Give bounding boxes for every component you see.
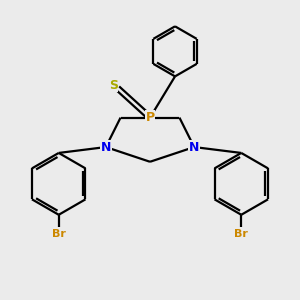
Text: P: P — [146, 111, 154, 124]
Text: N: N — [100, 141, 111, 154]
Text: Br: Br — [234, 229, 248, 239]
Text: Br: Br — [52, 229, 66, 239]
Text: N: N — [189, 141, 200, 154]
Text: S: S — [109, 79, 118, 92]
